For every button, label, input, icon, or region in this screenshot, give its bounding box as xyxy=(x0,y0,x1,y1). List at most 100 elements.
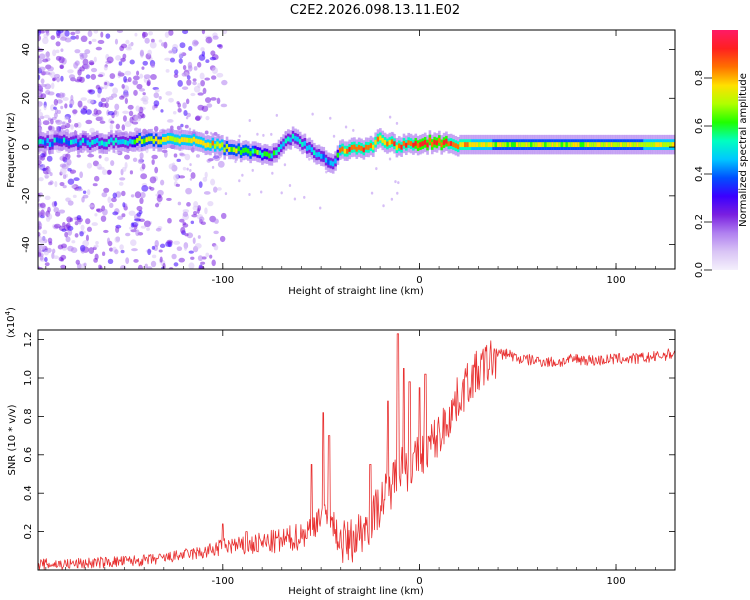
spectrogram-cell xyxy=(244,147,248,153)
spectrogram-cell xyxy=(86,162,93,169)
spectrogram-cell xyxy=(133,75,140,81)
spectrogram-cell xyxy=(565,142,569,148)
spectrogram-cell xyxy=(610,142,613,148)
spectrogram-cell xyxy=(263,151,267,157)
spectrogram-cell xyxy=(315,152,318,158)
spectrogram-cell xyxy=(303,195,306,199)
spectrogram-cell xyxy=(160,179,165,186)
spectrogram-cell xyxy=(42,167,47,172)
spectrogram-cell xyxy=(90,73,97,80)
spectrogram-cell xyxy=(270,132,273,136)
spectrogram-cell xyxy=(332,134,336,138)
spectrogram-cell xyxy=(46,138,50,144)
spectrogram-cell xyxy=(75,187,83,192)
spectrogram-cell xyxy=(213,155,221,162)
snr-yscale: (x104) xyxy=(4,307,17,338)
spectrogram-cell xyxy=(95,208,101,212)
spectrogram-cell xyxy=(154,203,160,208)
spectrogram-cell xyxy=(204,97,212,103)
spectrogram-cell xyxy=(124,97,128,105)
spectrogram-cell xyxy=(343,148,347,154)
spectrogram-cell xyxy=(69,98,75,106)
spectrogram-cell xyxy=(248,118,251,122)
spectrogram-ticks: -100 0 100 -40 -20 0 20 40 xyxy=(21,30,676,286)
spectrogram-cell xyxy=(107,169,112,175)
spectrogram-cell xyxy=(158,96,162,100)
spectrogram-cell xyxy=(192,81,197,86)
spectrogram-cell xyxy=(205,115,210,121)
spectrogram-cell xyxy=(205,252,210,258)
spectrogram-cell xyxy=(438,138,441,143)
spectrogram-cell xyxy=(114,38,119,45)
spectrogram-cell xyxy=(177,201,182,206)
spectrogram-cell xyxy=(308,144,311,150)
spectrogram-cell xyxy=(178,52,184,59)
spectrogram-cell xyxy=(198,181,203,188)
spectrogram-cell xyxy=(320,153,323,159)
spectrogram-cell xyxy=(213,143,217,149)
spectrogram-cell xyxy=(166,135,170,141)
spectrogram-cell xyxy=(74,220,79,226)
spectrogram-cell xyxy=(221,142,224,148)
spectrogram-cell xyxy=(44,195,51,201)
spectrogram-cell xyxy=(86,226,92,232)
spectrogram-cell xyxy=(213,186,218,193)
spectrogram-cell xyxy=(122,202,126,208)
spectrogram-cell xyxy=(218,143,222,149)
spectrogram-cell xyxy=(85,234,89,242)
spectrogram-cell xyxy=(390,139,394,145)
spectrogram-ytick-label: 40 xyxy=(21,43,32,56)
spectrogram-cell xyxy=(38,177,44,182)
spectrogram-cell xyxy=(133,89,138,96)
spectrogram-cell xyxy=(287,136,290,142)
spectrogram-cell xyxy=(301,141,304,147)
spectrogram-cell xyxy=(38,34,41,42)
spectrogram-cell xyxy=(38,210,42,217)
spectrogram-cell xyxy=(106,56,114,64)
spectrogram-cell xyxy=(110,160,115,166)
spectrogram-cell xyxy=(146,79,151,86)
spectrogram-ylabel: Frequency (Hz) xyxy=(6,112,17,188)
spectrogram-cell xyxy=(162,136,165,142)
spectrogram-cell xyxy=(652,142,656,148)
spectrogram-cell xyxy=(210,50,216,56)
spectrogram-cell xyxy=(108,247,114,252)
spectrogram-cell xyxy=(96,163,102,170)
spectrogram-cell xyxy=(38,86,44,91)
spectrogram-cell xyxy=(79,52,84,57)
spectrogram-cell xyxy=(128,110,134,117)
spectrogram-cell xyxy=(459,142,462,148)
spectrogram-cell xyxy=(581,142,585,148)
spectrogram-cell xyxy=(118,61,123,66)
spectrogram-cell xyxy=(558,142,561,148)
spectrogram-cell xyxy=(216,72,224,78)
spectrogram-cell xyxy=(42,58,49,63)
spectrogram-cell xyxy=(132,157,138,162)
spectrogram-cell xyxy=(311,112,314,116)
spectrogram-cell xyxy=(136,70,140,76)
spectrogram-cell xyxy=(44,257,48,263)
spectrogram-cell xyxy=(183,244,188,251)
spectrogram-cell xyxy=(190,220,195,225)
spectrogram-cell xyxy=(181,86,189,90)
spectrogram-cell xyxy=(513,142,517,148)
spectrogram-cell xyxy=(125,257,130,265)
spectrogram-cell xyxy=(38,90,42,97)
spectrogram-cell xyxy=(115,226,120,233)
spectrogram-cell xyxy=(163,150,168,158)
spectrogram-cell xyxy=(520,142,524,148)
spectrogram-cell xyxy=(110,120,115,124)
spectrogram-cell xyxy=(185,187,192,195)
spectrogram-cell xyxy=(305,145,309,151)
spectrogram-cell xyxy=(212,35,219,40)
spectrogram-cell xyxy=(518,142,521,148)
spectrogram-cell xyxy=(180,123,184,128)
spectrogram-cell xyxy=(188,127,192,131)
spectrogram-cell xyxy=(112,211,119,216)
spectrogram-cell xyxy=(308,157,311,161)
spectrogram-cell xyxy=(275,113,279,117)
spectrogram-cell xyxy=(38,251,42,258)
spectrogram-cell xyxy=(117,139,120,145)
spectrogram-cell xyxy=(140,173,148,180)
spectrogram-cell xyxy=(428,137,432,143)
